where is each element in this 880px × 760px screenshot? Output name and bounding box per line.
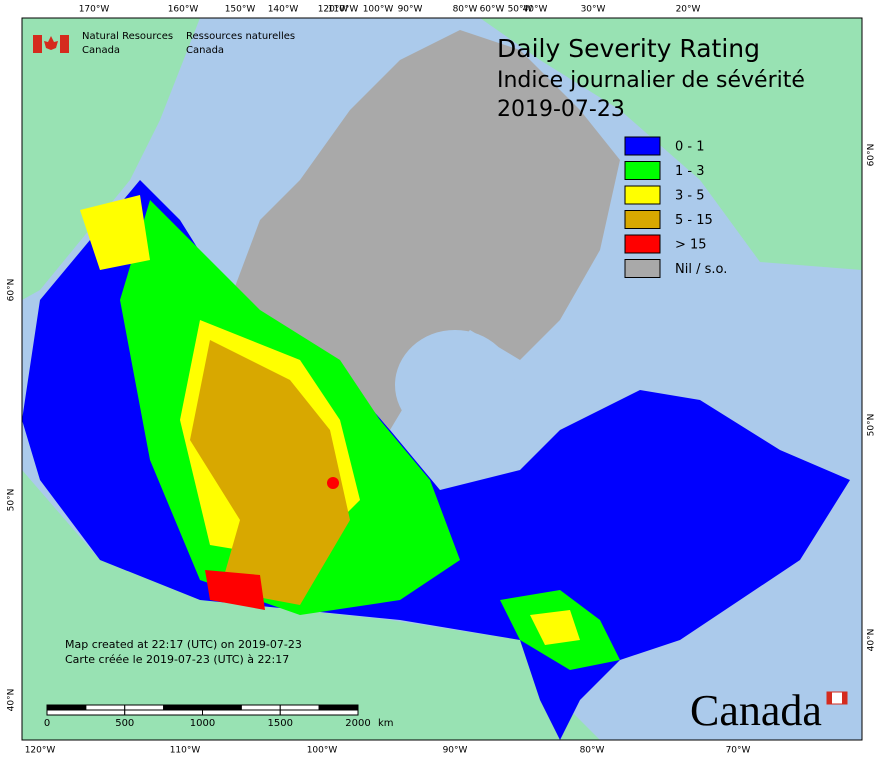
credit: Carte créée le 2019-07-23 (UTC) à 22:17 <box>65 653 289 666</box>
legend-label: 0 - 1 <box>675 140 705 155</box>
graticule-label: 120°W <box>318 5 349 15</box>
scale-segment <box>85 704 126 711</box>
title: Daily Severity Rating <box>497 34 760 63</box>
scale-segment <box>46 709 126 716</box>
subtitle: Indice journalier de sévérité <box>497 68 805 93</box>
scale-tick-label: 0 <box>44 718 50 729</box>
graticule-label: 100°W <box>363 5 394 15</box>
org-name: Ressources naturelles <box>186 31 295 42</box>
graticule-label: 50°W <box>508 5 533 15</box>
wordmark: Canada <box>690 686 822 735</box>
graticule-label: 50°N <box>7 489 17 512</box>
legend-swatch <box>624 161 661 180</box>
graticule-label: 110°W <box>170 746 201 756</box>
extreme-area <box>205 570 265 610</box>
scale-segment <box>124 709 203 716</box>
graticule-label: 60°N <box>7 279 17 302</box>
scale-segment <box>279 704 320 711</box>
greenland <box>480 18 862 270</box>
scale-tick-label: 1500 <box>268 718 293 729</box>
graticule-label: 40°W <box>523 5 548 15</box>
scale-segment <box>163 704 203 711</box>
legend-label: Nil / s.o. <box>675 262 727 277</box>
high-area <box>530 610 580 645</box>
org-name: Natural Resources <box>82 31 173 42</box>
flag-bar <box>33 35 42 53</box>
scale-tick-label: 500 <box>115 718 134 729</box>
scale-segment <box>279 709 359 716</box>
legend-label: 3 - 5 <box>675 189 705 204</box>
very-high-area <box>190 340 350 605</box>
graticule-label: 150°W <box>225 5 256 15</box>
graticule-label: 100°W <box>307 746 338 756</box>
org-name: Canada <box>186 45 224 56</box>
extreme-area <box>327 477 339 489</box>
scale-segment <box>46 704 87 711</box>
graticule-label: 40°N <box>7 689 17 712</box>
maple-leaf <box>44 36 58 50</box>
graticule-label: 110°W <box>328 5 359 15</box>
legend-swatch <box>624 185 661 205</box>
graticule-label: 80°W <box>580 746 605 756</box>
graticule-label: 30°W <box>581 5 606 15</box>
graticule-label: 60°N <box>867 144 877 167</box>
scale-tick-label: 2000 <box>345 718 370 729</box>
graticule-label: 40°N <box>867 629 877 652</box>
flag-bar <box>60 35 69 53</box>
scale-segment <box>318 704 359 711</box>
graticule-label: 120°W <box>25 746 56 756</box>
united-states <box>22 470 600 740</box>
hudson-bay <box>395 330 515 440</box>
graticule-label: 20°W <box>676 5 701 15</box>
scale-segment <box>240 704 281 711</box>
frame <box>21 17 863 741</box>
graticule-label: 170°W <box>79 5 110 15</box>
scale-unit: km <box>378 718 394 729</box>
scale-segment <box>202 704 242 711</box>
high-area <box>80 195 150 270</box>
legend-label: > 15 <box>675 238 707 253</box>
legend-swatch <box>624 259 661 278</box>
legend-label: 1 - 3 <box>675 164 705 179</box>
flag-bar <box>827 692 832 704</box>
flag-bar <box>842 692 847 704</box>
graticule-label: 90°W <box>443 746 468 756</box>
graticule-label: 80°W <box>453 5 478 15</box>
graticule-label: 160°W <box>168 5 199 15</box>
date: 2019-07-23 <box>497 97 625 122</box>
no-data-arctic <box>230 30 620 430</box>
graticule-label: 60°W <box>480 5 505 15</box>
org-name: Canada <box>82 45 120 56</box>
scale-tick-label: 1000 <box>190 718 215 729</box>
scale-segment <box>202 709 281 716</box>
legend-swatch <box>624 210 661 229</box>
nrcan-logo <box>33 35 69 53</box>
graticule-label: 70°W <box>726 746 751 756</box>
legend-swatch <box>624 136 661 156</box>
scale-segment <box>124 704 165 711</box>
graticule-label: 50°N <box>867 414 877 437</box>
credit: Map created at 22:17 (UTC) on 2019-07-23 <box>65 638 302 651</box>
graticule-label: 90°W <box>398 5 423 15</box>
alaska <box>22 18 200 300</box>
legend-swatch <box>624 234 661 254</box>
legend-label: 5 - 15 <box>675 213 713 228</box>
graticule-label: 140°W <box>268 5 299 15</box>
